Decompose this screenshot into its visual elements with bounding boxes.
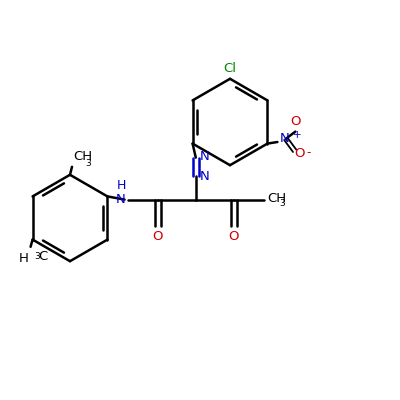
Text: 3: 3 [85,158,91,168]
Text: 3: 3 [34,252,40,261]
Text: N: N [200,170,210,183]
Text: +: + [293,130,301,140]
Text: -: - [307,146,311,159]
Text: Cl: Cl [224,62,236,75]
Text: N: N [200,150,210,163]
Text: O: O [290,116,301,128]
Text: H: H [19,252,28,265]
Text: N: N [116,193,126,206]
Text: H: H [116,180,126,192]
Text: O: O [152,230,163,244]
Text: C: C [38,250,48,263]
Text: O: O [228,230,239,244]
Text: CH: CH [267,192,286,205]
Text: 3: 3 [279,199,285,208]
Text: CH: CH [73,150,92,163]
Text: O: O [295,147,305,160]
Text: N: N [280,132,289,145]
